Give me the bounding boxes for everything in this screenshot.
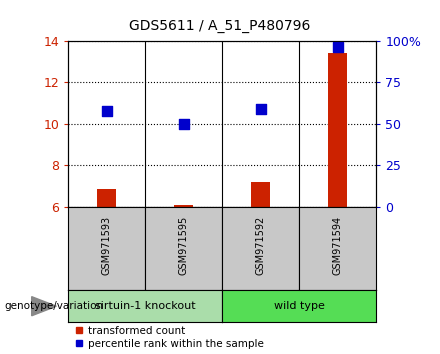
Bar [251,182,270,207]
Polygon shape [32,297,56,316]
Point [257,107,264,112]
Point [180,121,187,127]
Bar [328,53,347,207]
Text: GSM971595: GSM971595 [179,215,189,275]
Text: sirtuin-1 knockout: sirtuin-1 knockout [95,301,195,311]
Legend: transformed count, percentile rank within the sample: transformed count, percentile rank withi… [73,326,264,349]
Text: GSM971594: GSM971594 [333,215,343,275]
Point [334,44,341,50]
Text: GDS5611 / A_51_P480796: GDS5611 / A_51_P480796 [129,19,311,34]
Point [103,109,110,114]
Text: wild type: wild type [274,301,325,311]
Text: GSM971593: GSM971593 [102,215,112,275]
Text: genotype/variation: genotype/variation [4,301,103,311]
Bar [97,189,116,207]
Bar [174,205,193,207]
Text: GSM971592: GSM971592 [256,215,266,275]
